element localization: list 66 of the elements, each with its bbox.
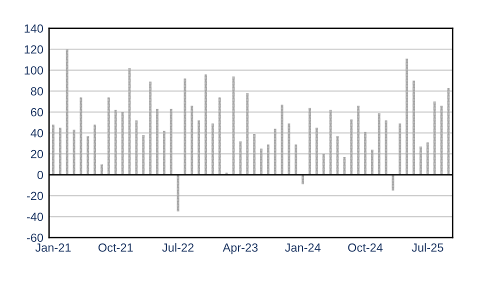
bar (66, 49, 68, 175)
bar (426, 142, 429, 175)
bar (316, 128, 318, 175)
bar (398, 124, 402, 175)
x-tick-label: Jul-22 (162, 243, 194, 252)
bar (170, 108, 172, 175)
bar (280, 104, 284, 175)
x-tick-label: Jul-25 (412, 243, 444, 252)
bar (322, 154, 325, 175)
bar (149, 82, 152, 175)
x-tick-label: Apr-23 (222, 243, 258, 254)
bar (121, 112, 124, 175)
y-tick-label: 0 (37, 170, 44, 180)
bar (162, 130, 166, 175)
x-tick-label: Jan-24 (284, 243, 321, 252)
bar (406, 58, 408, 175)
bar (114, 110, 117, 175)
bar (302, 174, 304, 184)
bar (378, 113, 380, 175)
bar (357, 106, 360, 175)
bar (433, 102, 436, 175)
y-tick-label: 20 (30, 150, 44, 158)
bar (447, 88, 450, 175)
bar (204, 74, 207, 175)
bar (58, 128, 62, 175)
bar (294, 144, 298, 175)
bar (253, 134, 256, 175)
bar (246, 93, 249, 175)
y-tick-label: 60 (30, 108, 44, 116)
bar (343, 157, 346, 175)
bar (211, 124, 214, 175)
bar (86, 136, 90, 175)
bar (142, 135, 145, 175)
y-tick-label: -40 (26, 212, 44, 222)
y-tick-label: 100 (24, 66, 44, 75)
bar (198, 120, 200, 175)
y-tick-label: 120 (24, 45, 44, 54)
bar (370, 150, 374, 175)
x-tick-label: Jan-21 (35, 243, 71, 252)
bar (260, 148, 262, 175)
bar (156, 108, 158, 175)
bar (94, 124, 96, 175)
x-tick-label: Oct-24 (348, 243, 383, 252)
bar (100, 164, 103, 175)
bar (274, 128, 276, 175)
y-tick-label: 140 (24, 24, 44, 33)
y-tick-label: 40 (30, 128, 44, 138)
bar (384, 120, 388, 175)
bar (135, 120, 138, 175)
bar (52, 124, 54, 175)
x-tick-label: Oct-21 (98, 243, 133, 252)
bar (364, 132, 366, 175)
bar (420, 146, 422, 175)
bar (266, 144, 270, 175)
bar (107, 97, 110, 175)
bar (350, 119, 353, 175)
bar (412, 80, 416, 175)
bar (329, 110, 332, 175)
bar (239, 141, 242, 175)
bar (308, 108, 311, 175)
y-tick-label: -60 (26, 234, 44, 242)
bar (80, 97, 82, 175)
bar (218, 97, 221, 175)
bar (190, 106, 194, 175)
y-tick-label: -20 (26, 192, 44, 200)
y-tick-label: 80 (30, 87, 44, 96)
